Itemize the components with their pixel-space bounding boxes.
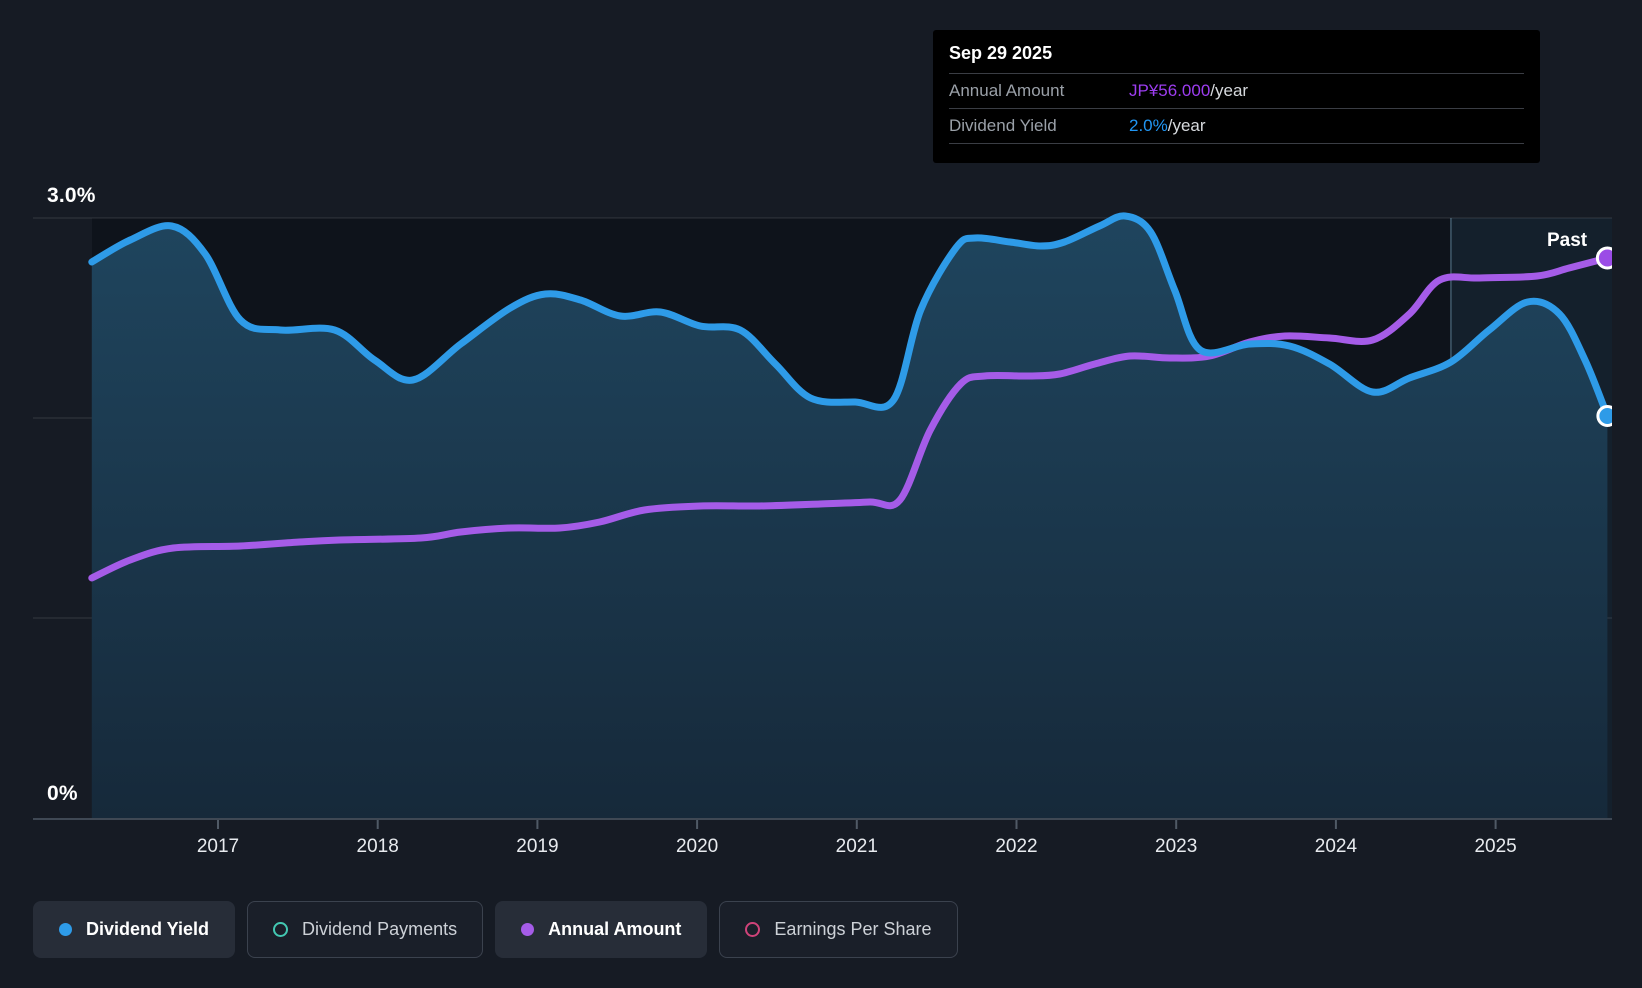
tooltip-row-suffix: /year bbox=[1210, 81, 1249, 100]
x-axis-label: 2025 bbox=[1474, 836, 1516, 857]
legend-label: Earnings Per Share bbox=[774, 919, 932, 939]
dividend-yield-marker-icon bbox=[59, 923, 72, 936]
legend-button-dividend-yield[interactable]: Dividend Yield bbox=[33, 901, 236, 958]
x-axis-label: 2022 bbox=[995, 836, 1037, 857]
earnings-per-share-marker-icon bbox=[745, 922, 761, 937]
past-annotation-label: Past bbox=[1547, 230, 1588, 251]
tooltip-row-value: JP¥56.000 bbox=[1129, 81, 1211, 100]
tooltip-row: Annual Amount JP¥56.000/year bbox=[949, 73, 1524, 108]
x-axis-label: 2023 bbox=[1155, 836, 1197, 857]
annual-amount-line bbox=[88, 254, 1611, 582]
tooltip-row-suffix: /year bbox=[1167, 116, 1206, 135]
tooltip-row-value: 2.0% bbox=[1129, 116, 1168, 135]
tooltip-row-label: Dividend Yield bbox=[949, 116, 1057, 135]
tooltip-row: Dividend Yield 2.0%/year bbox=[949, 108, 1524, 143]
x-axis-label: 2020 bbox=[676, 836, 718, 857]
x-axis-label: 2021 bbox=[836, 836, 878, 857]
y-axis-label-bottom: 0% bbox=[47, 782, 78, 805]
x-axis-label: 2018 bbox=[357, 836, 399, 857]
legend-label: Dividend Payments bbox=[302, 919, 458, 939]
dividend-yield-line bbox=[88, 212, 1611, 420]
annual-amount-marker-icon bbox=[521, 923, 535, 936]
legend-label: Dividend Yield bbox=[86, 919, 210, 939]
x-axis-label: 2024 bbox=[1315, 836, 1358, 857]
y-axis-label-top: 3.0% bbox=[47, 184, 96, 207]
legend: Dividend Yield Dividend Payments Annual Am… bbox=[33, 901, 958, 958]
tooltip-date: Sep 29 2025 bbox=[949, 43, 1053, 63]
legend-button-annual-amount[interactable]: Annual Amount bbox=[495, 901, 708, 958]
x-axis-label: 2019 bbox=[516, 836, 558, 857]
legend-button-dividend-payments[interactable]: Dividend Payments bbox=[247, 901, 484, 958]
legend-label: Annual Amount bbox=[548, 919, 682, 939]
tooltip-row-label: Annual Amount bbox=[949, 81, 1065, 100]
x-axis-label: 2017 bbox=[197, 836, 239, 857]
chart-tooltip: Sep 29 2025 Annual Amount JP¥56.000/year D… bbox=[933, 30, 1540, 163]
legend-button-earnings-per-share[interactable]: Earnings Per Share bbox=[719, 901, 958, 958]
dividend-payments-marker-icon bbox=[273, 922, 289, 937]
dividend-yield-area bbox=[91, 215, 1608, 818]
tooltip-divider bbox=[949, 143, 1524, 144]
right-margin bbox=[1612, 0, 1642, 988]
